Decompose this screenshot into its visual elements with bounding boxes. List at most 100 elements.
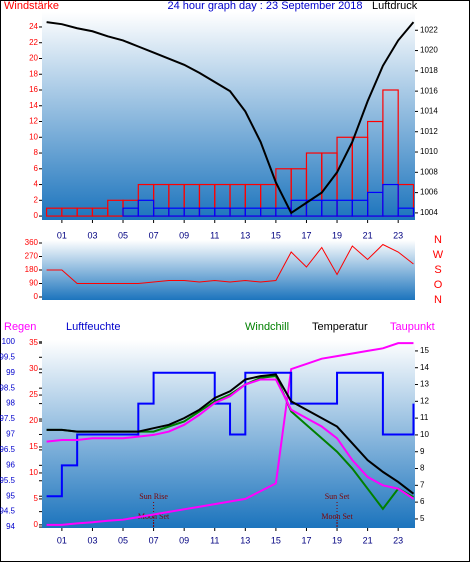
y-tick-label: 12: [420, 396, 429, 405]
y-tick-label: 22: [29, 38, 38, 47]
y-tick-label: 1014: [420, 107, 438, 116]
x-tick-label: 17: [301, 535, 311, 545]
x-tick-label: 07: [149, 535, 159, 545]
x-tick-label: 03: [87, 230, 97, 240]
y-tick-label: 11: [420, 413, 429, 422]
y-tick-label: 5: [34, 494, 39, 503]
y-tick-label: 8: [34, 148, 39, 157]
x-tick-label: 05: [118, 230, 128, 240]
y-tick-label: 100: [2, 337, 16, 346]
direction-label: S: [434, 264, 441, 276]
y-label: Windstärke: [4, 0, 59, 12]
y-tick-label: 90: [29, 279, 38, 288]
x-tick-label: 13: [240, 535, 250, 545]
y-tick-label: 99: [6, 368, 15, 377]
direction-label: W: [433, 249, 444, 261]
x-tick-label: 21: [363, 230, 373, 240]
x-tick-label: 09: [179, 535, 189, 545]
y-tick-label: 360: [25, 238, 39, 247]
y-tick-label: 97.5: [0, 414, 16, 423]
y-tick-label: 14: [420, 363, 429, 372]
wind-bar: [397, 207, 415, 217]
direction-label: N: [434, 234, 442, 246]
x-tick-label: 09: [179, 230, 189, 240]
y-tick-label: 99.5: [0, 352, 16, 361]
y-tick-label: 95.5: [0, 476, 16, 485]
y-tick-label: 9: [420, 447, 425, 456]
y-tick-label: 14: [29, 101, 38, 110]
annotation: Moon Set: [138, 512, 170, 521]
title: 24 hour graph day : 23 September 2018: [167, 0, 362, 12]
legend-label: Regen: [4, 321, 36, 333]
y-tick-label: 96.5: [0, 445, 16, 454]
y-tick-label: 2: [34, 195, 39, 204]
x-tick-label: 03: [87, 535, 97, 545]
y-tick-label: 1004: [420, 208, 438, 217]
x-tick-label: 11: [210, 230, 219, 240]
y-tick-label: 98: [6, 399, 15, 408]
series-line: [46, 243, 414, 284]
x-tick-label: 11: [210, 535, 219, 545]
y2-label: Luftdruck: [372, 0, 418, 12]
y-tick-label: 0: [34, 520, 39, 529]
x-tick-label: 01: [57, 535, 67, 545]
y-tick-label: 98.5: [0, 383, 16, 392]
y-tick-label: 15: [420, 346, 429, 355]
y-tick-label: 13: [420, 380, 429, 389]
y-tick-label: 94.5: [0, 507, 16, 516]
annotation: Moon Set: [321, 512, 353, 521]
y-tick-label: 0: [34, 292, 39, 301]
y-tick-label: 15: [29, 442, 38, 451]
legend-label: Taupunkt: [390, 321, 435, 333]
x-tick-label: 07: [149, 230, 159, 240]
y-tick-label: 10: [29, 132, 38, 141]
x-tick-label: 21: [363, 535, 373, 545]
y-tick-label: 30: [29, 364, 38, 373]
series-line: [46, 378, 415, 500]
y-tick-label: 1008: [420, 167, 438, 176]
y-tick-label: 270: [25, 252, 39, 261]
y-tick-label: 35: [29, 338, 38, 347]
y-tick-label: 1018: [420, 66, 438, 75]
y-tick-label: 20: [29, 416, 38, 425]
y-tick-label: 10: [420, 430, 429, 439]
y-tick-label: 1010: [420, 147, 438, 156]
y-tick-label: 97: [6, 430, 15, 439]
y-tick-label: 18: [29, 69, 38, 78]
y-tick-label: 0: [34, 211, 39, 220]
y-tick-label: 96: [6, 460, 15, 469]
y-tick-label: 1016: [420, 86, 438, 95]
legend-label: Luftfeuchte: [66, 321, 120, 333]
series-line: [46, 342, 414, 526]
y-tick-label: 94: [6, 522, 15, 531]
y-tick-label: 6: [34, 164, 39, 173]
y-tick-label: 8: [420, 464, 425, 473]
x-tick-label: 19: [332, 230, 342, 240]
x-tick-label: 23: [393, 535, 403, 545]
x-tick-label: 19: [332, 535, 342, 545]
y-tick-label: 20: [29, 54, 38, 63]
legend-label: Windchill: [245, 321, 289, 333]
x-tick-label: 01: [57, 230, 67, 240]
y-tick-label: 1006: [420, 188, 438, 197]
wind-bar: [382, 183, 399, 217]
annotation: Sun Set: [325, 492, 350, 501]
y-tick-label: 1012: [420, 127, 438, 136]
series-line: [46, 371, 415, 498]
y-tick-label: 1022: [420, 25, 438, 34]
y-tick-label: 1020: [420, 46, 438, 55]
x-tick-label: 17: [301, 230, 311, 240]
panel-wind: [42, 12, 415, 220]
x-tick-label: 05: [118, 535, 128, 545]
direction-label: N: [434, 294, 442, 306]
y-tick-label: 5: [420, 514, 425, 523]
y-tick-label: 6: [420, 497, 425, 506]
legend-label: Temperatur: [312, 321, 368, 333]
x-tick-label: 13: [240, 230, 250, 240]
y-tick-label: 12: [29, 117, 38, 126]
y-tick-label: 4: [34, 180, 39, 189]
series-line: [46, 21, 415, 215]
y-tick-label: 10: [29, 468, 38, 477]
y-tick-label: 180: [25, 265, 39, 274]
